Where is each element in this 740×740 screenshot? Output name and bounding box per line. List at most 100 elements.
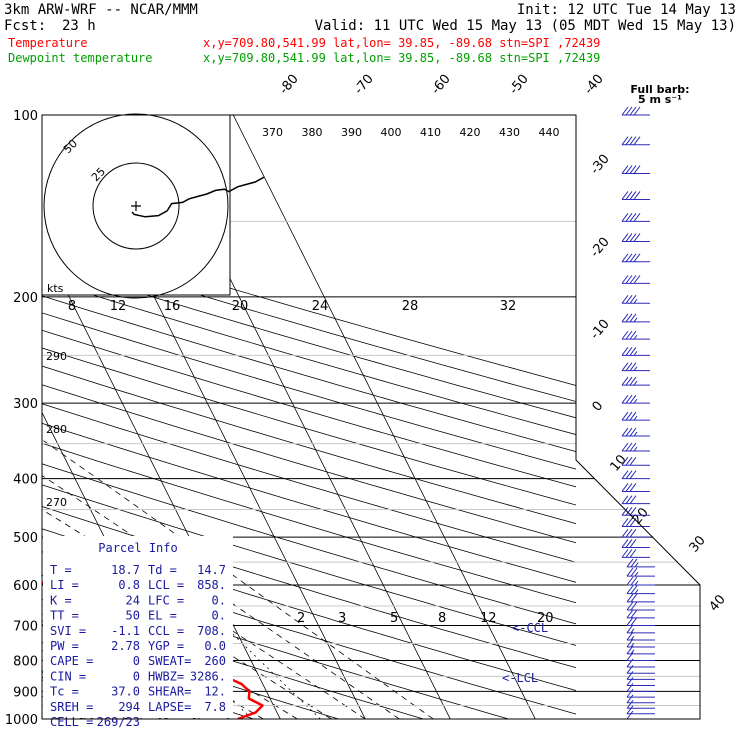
wind-barb (621, 347, 650, 356)
isotherm-line (232, 115, 536, 719)
parcel-index-value: 260 (204, 654, 226, 668)
speed-scale-label: 16 (164, 299, 181, 314)
theta-side-label: 290 (46, 350, 67, 363)
wind-barb (626, 688, 655, 698)
isotherm-label: -10 (588, 317, 613, 343)
parcel-index-label: EL = (148, 609, 177, 623)
wind-barb (621, 495, 650, 505)
isotherm-label: -30 (588, 152, 613, 178)
dry-adiabat-line (42, 442, 576, 604)
parcel-index-value: 24 (126, 593, 140, 607)
isotherm-line (42, 241, 281, 719)
isotherm-label: 30 (687, 533, 709, 555)
dry-adiabat-line (42, 278, 576, 435)
wind-barb (626, 710, 655, 720)
wind-barb (626, 567, 655, 577)
parcel-index-value: 708. (197, 624, 226, 638)
isotherm-label: 40 (707, 592, 729, 614)
theta-side-label: 280 (46, 423, 67, 436)
wind-barb (626, 601, 655, 611)
parcel-index-value: 0.8 (118, 578, 140, 592)
pressure-tick-label: 700 (13, 619, 38, 634)
theta-label: 440 (539, 126, 560, 139)
parcel-index-label: Tc = (50, 685, 79, 699)
speed-scale-label: 20 (232, 299, 249, 314)
parcel-index-label: CCL = (148, 624, 184, 638)
pressure-tick-label: 200 (13, 291, 38, 306)
theta-label: 390 (341, 126, 362, 139)
wind-barb (621, 191, 650, 200)
parcel-index-value: 0 (133, 654, 140, 668)
pressure-tick-label: 100 (13, 109, 38, 124)
parcel-index-label: HWBZ= (148, 669, 184, 683)
parcel-index-value: 0. (212, 609, 226, 623)
dewpoint-legend: Dewpoint temperature (8, 51, 153, 65)
wind-barb (621, 294, 650, 304)
wind-barb (621, 549, 650, 558)
speed-scale-label: 12 (110, 299, 127, 314)
wind-barb (621, 330, 650, 340)
wind-barb (621, 483, 650, 492)
pressure-tick-label: 400 (13, 473, 38, 488)
hodograph-center (131, 201, 141, 211)
parcel-index-value: 0. (212, 593, 226, 607)
parcel-index-value: 2.78 (111, 639, 140, 653)
isotherm-label: -40 (582, 72, 607, 98)
dry-adiabat-line (0, 115, 36, 732)
pressure-tick-label: 500 (13, 531, 38, 546)
speed-scale-label: 8 (68, 299, 76, 314)
lcl-mark: <-LCL (502, 671, 538, 685)
wind-barb (626, 576, 655, 586)
dewpoint-location: x,y=709.80,541.99 lat,lon= 39.85, -89.68… (203, 51, 600, 65)
dry-adiabat-line (42, 422, 576, 583)
wind-barb (621, 106, 650, 116)
dry-adiabat-line (42, 463, 576, 625)
hodograph-ring (43, 113, 229, 299)
wind-barb (626, 609, 655, 619)
wind-barb (626, 585, 655, 595)
theta-label: 380 (302, 126, 323, 139)
wind-barb (621, 528, 650, 538)
wind-barb (626, 699, 655, 709)
wind-barb (621, 313, 650, 323)
theta-label: 420 (460, 126, 481, 139)
dry-adiabat-line (42, 574, 510, 719)
parcel-index-label: CIN = (50, 669, 86, 683)
parcel-index-value: 12. (204, 685, 226, 699)
parcel-index-value: 269/23 (97, 715, 140, 729)
valid-time: Valid: 11 UTC Wed 15 May 13 (05 MDT Wed … (315, 18, 736, 34)
mixing-ratio-label: 20 (537, 611, 554, 626)
mixing-ratio-label: 12 (480, 611, 497, 626)
parcel-index-label: TT = (50, 609, 79, 623)
pressure-tick-label: 600 (13, 579, 38, 594)
wind-barb (621, 518, 650, 527)
parcel-index-label: SREH = (50, 700, 93, 714)
dry-adiabat-line (42, 624, 340, 719)
dry-adiabat-line (42, 484, 576, 646)
hodograph-units: kts (47, 282, 64, 295)
isotherm-label: 0 (590, 399, 607, 415)
theta-label: 430 (499, 126, 520, 139)
parcel-info-box: Parcel Info T = 18.7 Td = 14.7 LI = 0.8 LCL = 85… (43, 536, 233, 729)
parcel-index-label: SVI = (50, 624, 86, 638)
parcel-index-label: LI = (50, 578, 79, 592)
wind-barb (621, 253, 650, 263)
parcel-index-value: 858. (197, 578, 226, 592)
parcel-index-value: 0.0 (204, 639, 226, 653)
wind-barb (626, 624, 655, 634)
parcel-index-value: 7.8 (204, 700, 226, 714)
dry-adiabat-line (42, 230, 576, 386)
dry-adiabat-line (42, 347, 576, 506)
isotherm-label: -80 (277, 72, 302, 98)
wind-barb (621, 376, 650, 386)
init-time: Init: 12 UTC Tue 14 May 13 (517, 2, 736, 18)
parcel-index-label: LAPSE= (148, 700, 191, 714)
wind-barb (621, 275, 650, 284)
hodograph-trace (131, 176, 265, 218)
isotherm-label: 10 (608, 452, 630, 474)
forecast-hour: 23 h (62, 18, 96, 34)
pressure-tick-label: 1000 (5, 713, 38, 728)
wind-barb (621, 362, 650, 372)
